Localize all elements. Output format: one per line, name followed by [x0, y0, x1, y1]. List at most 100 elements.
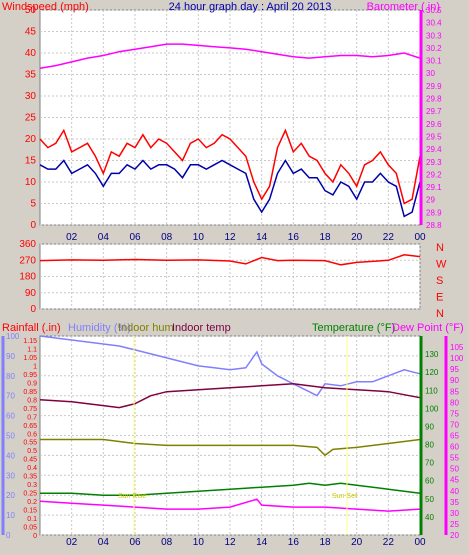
rainfall-tick: 1.15 — [23, 338, 37, 345]
indoor-hum-legend: Indoor hum — [118, 322, 174, 334]
indoor_hum-line — [40, 438, 421, 457]
x-tick-label: 20 — [351, 537, 363, 548]
rainfall-tick: 0.1 — [27, 516, 37, 523]
x-tick-label: 14 — [256, 537, 268, 548]
sunrise-label: Sun Rise — [118, 493, 147, 500]
humidity-tick: 30 — [6, 471, 15, 480]
humidity-tick: 20 — [6, 491, 15, 500]
dewpoint-tick: 95 — [450, 365, 459, 374]
x-tick-label: 16 — [288, 232, 300, 243]
wind_gust-line — [39, 128, 421, 205]
dewpoint-tick: 40 — [450, 487, 459, 496]
temperature-tick: 120 — [425, 368, 439, 377]
indoor-temp-legend: Indoor temp — [172, 322, 231, 334]
compass-tick: N — [436, 242, 444, 254]
rainfall-tick: 0.45 — [23, 457, 37, 464]
x-tick-label: 04 — [98, 232, 110, 243]
barometer-tick: 29.1 — [426, 183, 442, 192]
temperature-tick: 100 — [425, 404, 439, 413]
x-tick-label: 06 — [129, 537, 141, 548]
dewpoint-tick: 75 — [450, 409, 459, 418]
barometer-tick: 29.9 — [426, 82, 442, 91]
barometer-line — [39, 43, 421, 69]
dewpoint-legend: Dew Point (°F) — [392, 322, 464, 334]
dewpoint-tick: 25 — [450, 520, 459, 529]
temperature-tick: 60 — [425, 477, 434, 486]
x-tick-label: 16 — [288, 537, 300, 548]
rainfall-tick: 0.8 — [27, 397, 37, 404]
x-tick-label: 06 — [129, 232, 141, 243]
dewpoint-tick: 100 — [450, 354, 464, 363]
dewpoint-tick: 105 — [450, 343, 464, 352]
windspeed-tick: 5 — [30, 199, 36, 210]
humidity-tick: 60 — [6, 412, 15, 421]
rainfall-tick: 0.75 — [23, 406, 37, 413]
x-tick-label: 04 — [98, 537, 110, 548]
rainfall-tick: 0.25 — [23, 491, 37, 498]
rainfall-tick: 0.95 — [23, 372, 37, 379]
rainfall-tick: 0.5 — [27, 448, 37, 455]
compass-tick: W — [436, 259, 447, 271]
temperature-line — [40, 482, 421, 496]
barometer-axis-label: Barometer (.in) — [367, 1, 440, 13]
humidity-tick: 40 — [6, 451, 15, 460]
barometer-tick: 29.8 — [426, 95, 442, 104]
barometer-tick: 29.7 — [426, 107, 442, 116]
x-tick-label: 18 — [319, 537, 331, 548]
rainfall-legend: Rainfall (.in) — [2, 322, 61, 334]
humidity-tick: 50 — [6, 432, 15, 441]
compass-tick: S — [436, 275, 443, 287]
temperature-tick: 50 — [425, 495, 434, 504]
humidity-legend: Humidity (%) — [68, 322, 131, 334]
dewpoint-tick: 80 — [450, 398, 459, 407]
x-tick-label: 12 — [224, 537, 236, 548]
dewpoint-tick: 30 — [450, 509, 459, 518]
x-tick-label: 18 — [319, 232, 331, 243]
x-tick-label: 02 — [66, 232, 78, 243]
x-tick-label: 22 — [383, 232, 395, 243]
x-tick-label: 00 — [414, 537, 426, 548]
dewpoint-tick: 55 — [450, 454, 459, 463]
rainfall-tick: 1 — [33, 363, 37, 370]
temperature-tick: 130 — [425, 350, 439, 359]
barometer-tick: 29 — [426, 196, 435, 205]
windspeed-tick: 30 — [25, 91, 37, 102]
dewpoint-tick: 45 — [450, 476, 459, 485]
windspeed-tick: 45 — [25, 27, 37, 38]
humidity-tick: 90 — [6, 352, 15, 361]
rainfall-tick: 0.9 — [27, 380, 37, 387]
x-tick-label: 10 — [193, 232, 205, 243]
barometer-tick: 29.5 — [426, 132, 442, 141]
humidity-tick: 80 — [6, 372, 15, 381]
rainfall-tick: 0 — [33, 533, 37, 540]
temperature-tick: 80 — [425, 441, 434, 450]
barometer-tick: 30 — [426, 69, 435, 78]
windspeed-tick: 20 — [25, 134, 37, 145]
barometer-tick: 30.1 — [426, 57, 442, 66]
temperature-tick: 90 — [425, 422, 434, 431]
windspeed-tick: 10 — [25, 177, 37, 188]
barometer-tick: 30.3 — [426, 31, 442, 40]
windspeed-tick: 25 — [25, 113, 37, 124]
windspeed-tick: 50 — [25, 5, 37, 16]
barometer-tick: 28.9 — [426, 208, 442, 217]
rainfall-tick: 0.65 — [23, 423, 37, 430]
rainfall-tick: 0.55 — [23, 440, 37, 447]
x-tick-label: 10 — [193, 537, 205, 548]
rainfall-tick: 0.35 — [23, 474, 37, 481]
humidity-tick: 70 — [6, 392, 15, 401]
rainfall-tick: 0.05 — [23, 525, 37, 532]
sunset-label: Sun Set — [332, 493, 357, 500]
x-tick-label: 20 — [351, 232, 363, 243]
rainfall-tick: 0.85 — [23, 389, 37, 396]
x-tick-label: 22 — [383, 537, 395, 548]
barometer-tick: 29.6 — [426, 120, 442, 129]
temperature-tick: 70 — [425, 459, 434, 468]
x-tick-label: 08 — [161, 232, 173, 243]
temperature-tick: 110 — [425, 386, 438, 395]
direction-tick: 360 — [19, 239, 36, 250]
wind_dir-line — [39, 254, 421, 266]
chart-title: 24 hour graph day : April 20 2013 — [169, 1, 332, 13]
wind_avg-line — [39, 159, 421, 218]
